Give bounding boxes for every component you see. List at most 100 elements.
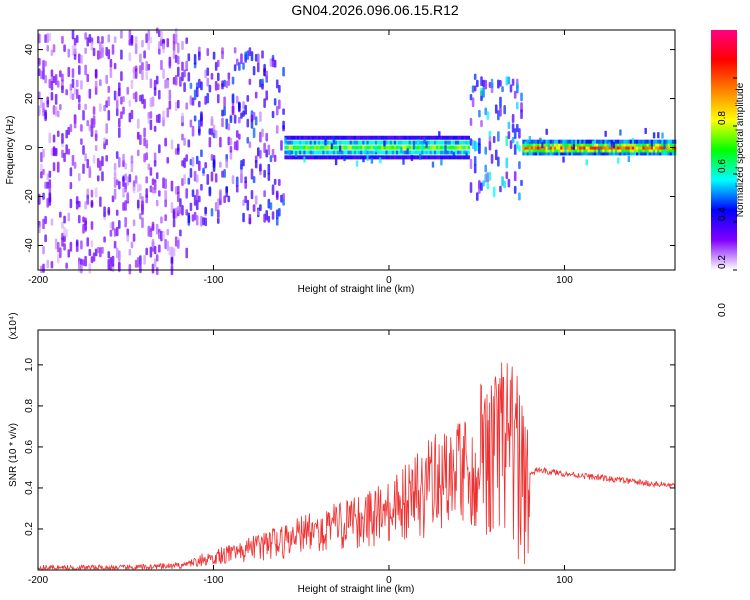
spectrogram-cell [113,90,117,101]
spectrogram-cell [604,130,607,137]
spectrogram-cell [111,221,115,231]
spectrogram-cell [537,151,540,156]
spectrogram-cell [568,145,572,150]
spectrogram-cell [130,109,134,120]
spectrogram-cell [320,135,323,140]
spectrogram-cell [545,145,548,150]
spectrogram-cell [560,151,563,156]
spectrogram-cell [398,135,401,140]
spectrogram-cell [275,105,279,116]
spectrogram-cell [240,160,243,170]
spectrogram-cell [610,140,614,147]
spectrogram-cell [149,78,153,89]
spectrogram-cell [69,182,73,190]
spectrogram-cell [212,161,216,172]
spectrogram-cell [600,145,603,150]
spectrogram-cell [486,172,490,183]
spectrogram-cell [216,217,220,224]
spectrogram-cell [172,49,176,59]
spectrogram-cell [457,135,460,140]
spectrogram-cell [132,219,136,227]
spectrogram-cell [534,145,538,150]
spectrogram-cell [103,236,106,243]
spectrogram-cell [261,128,264,138]
spectrogram-cell [522,139,525,144]
spectrogram-cell [206,174,210,185]
spectrogram-cell [223,96,226,107]
spectrogram-cell [67,212,71,222]
spectrogram-cell [343,135,346,140]
spectrogram-cell [334,159,338,166]
spectrogram-cell [433,150,437,155]
spectrogram-cell [210,115,214,127]
spectrogram-cell [383,150,386,155]
spectrogram-cell [71,78,75,88]
spectrogram-cell [208,187,212,197]
spectrogram-cell [155,172,159,180]
spectrogram-cell [446,135,449,140]
spectrogram-cell [50,148,54,156]
spectrogram-cell [646,142,649,147]
spectrogram-cell [657,139,660,144]
spectrogram-cell [530,142,534,147]
spectrogram-cell [38,33,41,44]
spectrogram-cell [265,90,269,101]
spectrogram-cell [654,139,658,144]
spectrogram-cell [370,145,374,150]
spectrogram-cell [71,93,75,100]
spectrogram-cell [351,135,355,140]
spectrogram-cell [617,142,620,147]
spectrogram-cell [187,72,191,82]
spectrogram-cell [648,142,652,147]
spectrogram-cell [263,142,266,154]
spectrogram-cell [267,198,271,209]
spectrogram-cell [383,135,386,140]
spectrogram-cell [139,213,142,220]
spectrogram-cell [636,139,639,144]
spectrogram-cell [107,251,111,259]
spectrogram-cell [516,123,519,133]
spectrogram-cell [324,135,327,140]
spectrogram-cell [115,247,119,259]
spectrogram-cell [185,209,189,216]
spectrogram-cell [667,145,671,150]
spectrogram-cell [269,202,273,210]
spectrogram-cell [549,139,553,144]
spectrogram-cell [400,155,403,160]
spectrogram-cell [65,89,68,96]
spectrogram-cell [646,145,649,150]
spectrogram-cell [347,140,350,145]
spectrogram-cell [526,148,529,153]
spectrogram-cell [377,150,380,155]
spectrogram-cell [61,237,64,247]
spectrogram-cell [511,113,515,123]
spectrogram-cell [265,209,269,221]
spectrogram-cell [246,136,250,144]
spectrogram-cell [522,142,525,147]
spectrogram-cell [513,128,517,139]
spectrogram-cell [113,62,117,70]
spectrogram-cell [183,137,186,146]
spectrogram-cell [248,78,252,85]
spectrogram-cell [642,142,645,147]
spectrogram-cell [90,118,94,129]
spectrogram-cell [84,220,87,231]
spectrogram-cell [435,155,439,160]
spectrogram-cell [94,187,98,198]
spectrogram-cell [355,155,359,160]
spectrogram-cell [435,140,439,145]
spectrogram-cell [610,148,614,153]
spectrogram-cell [313,155,317,160]
spectrogram-cell [267,163,271,175]
spectrogram-cell [629,145,633,150]
spectrogram-cell [328,135,331,140]
spectrogram-cell [297,135,300,140]
spectrogram-cell [195,189,199,201]
spectrogram-cell [254,116,258,126]
spectrogram-cell [231,93,235,104]
spectrogram-cell [545,142,548,147]
spectrogram-cell [315,145,319,150]
spectrogram-cell [366,154,369,161]
spectrogram-cell [395,145,399,150]
spectrogram-cell [132,186,136,194]
